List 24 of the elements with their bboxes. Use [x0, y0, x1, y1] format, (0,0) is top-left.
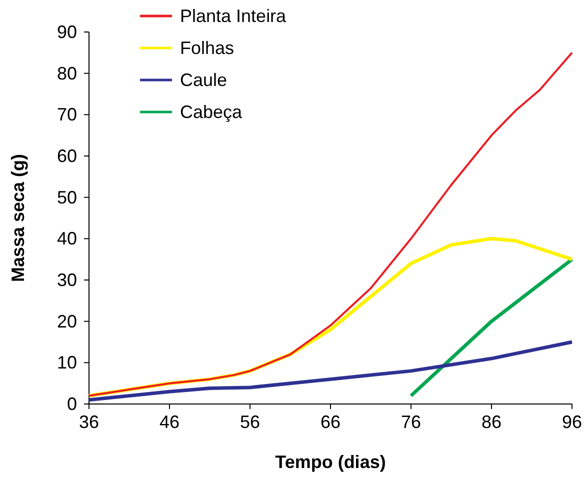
y-tick-label: 90	[56, 22, 77, 42]
y-tick-label: 50	[56, 187, 77, 208]
y-tick-label: 0	[66, 394, 77, 414]
y-tick-label: 20	[56, 311, 77, 332]
x-tick-label: 56	[240, 412, 260, 432]
y-tick-label: 70	[56, 104, 77, 125]
x-tick-label: 76	[400, 412, 422, 432]
x-axis-title: Tempo (dias)	[275, 452, 386, 472]
line-series	[87, 340, 574, 402]
y-tick-label: 40	[56, 228, 77, 249]
y-tick-label: 80	[56, 63, 77, 84]
y-tick-label: 60	[56, 146, 77, 166]
x-tick-label: 86	[481, 412, 502, 432]
legend-label: Cabeça	[180, 102, 244, 122]
y-tick-label: 10	[56, 352, 77, 373]
x-tick-label: 66	[320, 412, 341, 432]
y-axis-title: Massa seca (g)	[8, 154, 28, 282]
legend-label: Folhas	[180, 38, 234, 58]
y-tick-label: 30	[56, 270, 77, 290]
legend-label: Planta Inteira	[180, 6, 288, 26]
x-tick-label: 36	[78, 412, 100, 432]
x-tick-label: 46	[159, 412, 180, 432]
x-tick-label: 96	[562, 412, 582, 432]
legend-label: Caule	[180, 70, 228, 90]
